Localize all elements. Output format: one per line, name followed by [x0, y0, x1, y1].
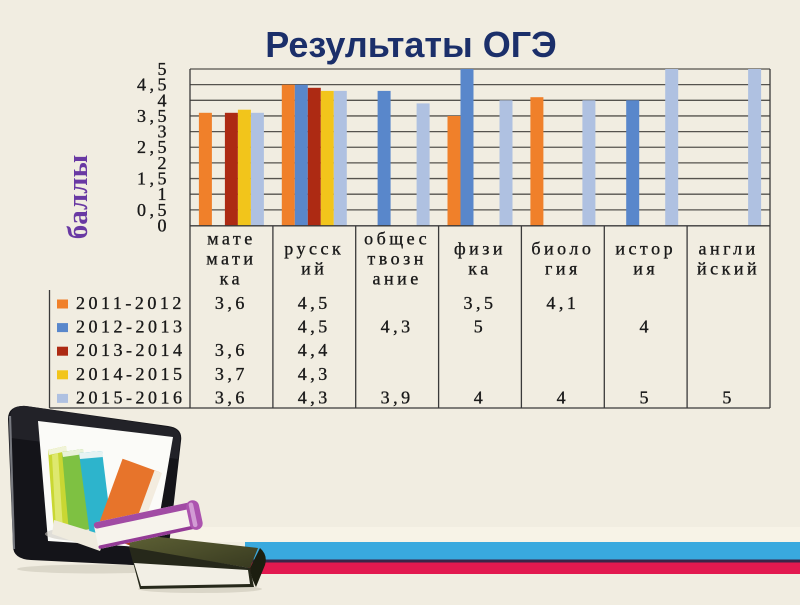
svg-text:4: 4 [474, 387, 487, 407]
svg-text:5: 5 [474, 317, 487, 337]
svg-text:0,5: 0,5 [137, 200, 170, 220]
svg-text:4,5: 4,5 [137, 75, 170, 95]
svg-text:физи: физи [454, 239, 506, 259]
svg-text:мати: мати [206, 249, 256, 269]
svg-text:3,7: 3,7 [215, 364, 248, 384]
svg-text:истор: истор [615, 239, 676, 259]
svg-text:баллы: баллы [62, 155, 94, 239]
svg-text:4,1: 4,1 [546, 293, 579, 313]
svg-text:4,4: 4,4 [298, 340, 331, 360]
svg-text:4: 4 [639, 317, 652, 337]
svg-text:ий: ий [301, 259, 327, 279]
svg-text:5: 5 [639, 387, 652, 407]
svg-text:мате: мате [207, 229, 256, 249]
svg-text:3,6: 3,6 [215, 340, 248, 360]
svg-text:1,5: 1,5 [137, 169, 170, 189]
svg-text:3,9: 3,9 [381, 387, 414, 407]
svg-text:русск: русск [284, 239, 344, 259]
svg-text:2,5: 2,5 [137, 137, 170, 157]
svg-text:ия: ия [633, 259, 658, 279]
svg-text:4: 4 [158, 90, 171, 110]
svg-text:2011-2012: 2011-2012 [76, 293, 185, 313]
svg-text:Результаты ОГЭ: Результаты ОГЭ [265, 24, 557, 65]
svg-text:2012-2013: 2012-2013 [76, 317, 186, 337]
svg-text:биоло: биоло [531, 239, 594, 259]
svg-text:5: 5 [158, 59, 171, 79]
svg-text:3,6: 3,6 [215, 293, 248, 313]
svg-text:3,5: 3,5 [464, 293, 497, 313]
svg-text:гия: гия [545, 259, 581, 279]
svg-text:твозн: твозн [367, 249, 427, 269]
svg-text:4: 4 [557, 387, 570, 407]
svg-text:2: 2 [158, 153, 171, 173]
svg-text:4,3: 4,3 [381, 317, 414, 337]
svg-text:4,5: 4,5 [298, 293, 331, 313]
svg-text:4,5: 4,5 [298, 317, 331, 337]
svg-text:ание: ание [372, 269, 421, 289]
svg-text:1: 1 [158, 184, 171, 204]
svg-text:0: 0 [158, 216, 171, 236]
svg-text:3: 3 [158, 122, 171, 142]
svg-text:3,6: 3,6 [215, 387, 248, 407]
svg-text:4,3: 4,3 [298, 387, 331, 407]
svg-text:5: 5 [722, 387, 735, 407]
svg-text:3,5: 3,5 [137, 106, 170, 126]
svg-text:общес: общес [364, 229, 430, 249]
svg-text:ка: ка [468, 259, 491, 279]
svg-text:2015-2016: 2015-2016 [76, 387, 186, 407]
svg-text:4,3: 4,3 [298, 364, 331, 384]
svg-text:2014-2015: 2014-2015 [76, 364, 186, 384]
svg-text:йский: йский [697, 259, 760, 279]
svg-text:англи: англи [698, 239, 758, 259]
svg-text:ка: ка [220, 269, 243, 289]
svg-text:2013-2014: 2013-2014 [76, 340, 186, 360]
